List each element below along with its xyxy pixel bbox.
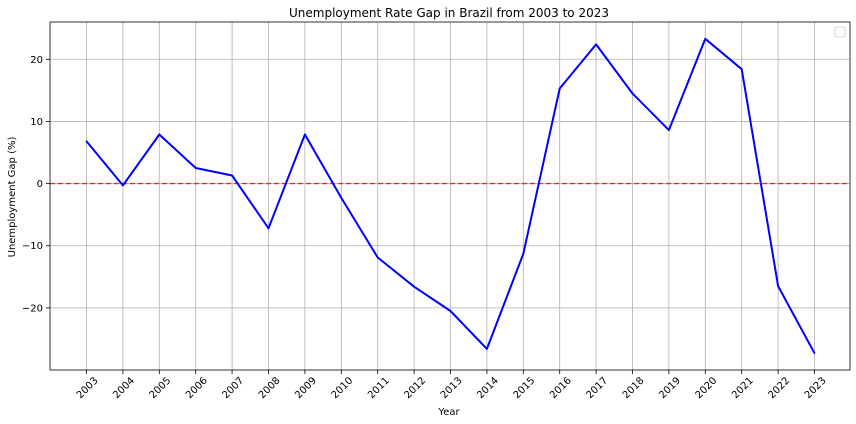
y-tick-label-0: 0 bbox=[37, 179, 43, 190]
data-point-2008 bbox=[267, 227, 270, 230]
data-point-2019 bbox=[668, 129, 670, 131]
y-tick-label-10: 10 bbox=[30, 117, 43, 128]
chart-title: Unemployment Rate Gap in Brazil from 200… bbox=[289, 6, 609, 20]
data-point-2012 bbox=[413, 285, 415, 288]
series-layer bbox=[85, 37, 816, 355]
data-point-2016 bbox=[558, 87, 561, 90]
data-point-2023 bbox=[813, 352, 816, 355]
data-point-2003 bbox=[85, 140, 88, 143]
data-point-2011 bbox=[376, 256, 379, 259]
y-axis-title: Unemployment Gap (%) bbox=[7, 137, 18, 258]
data-point-2014 bbox=[486, 348, 488, 350]
y-tick-label--20: −20 bbox=[22, 303, 43, 314]
data-point-2020 bbox=[704, 37, 707, 40]
data-point-2021 bbox=[740, 68, 743, 71]
data-point-2004 bbox=[122, 184, 124, 187]
plot-frame bbox=[49, 21, 851, 371]
data-point-2009 bbox=[304, 133, 306, 136]
data-point-2015 bbox=[522, 252, 525, 255]
x-axis-title: Year bbox=[437, 407, 460, 418]
data-point-2013 bbox=[449, 310, 452, 312]
data-point-2005 bbox=[158, 133, 161, 136]
data-point-2006 bbox=[194, 167, 197, 169]
data-point-2018 bbox=[631, 92, 634, 95]
data-point-2010 bbox=[340, 197, 343, 199]
y-tick-label--10: −10 bbox=[22, 241, 43, 252]
y-tick-label-20: 20 bbox=[30, 55, 43, 66]
legend-box bbox=[834, 26, 846, 38]
grid bbox=[50, 22, 850, 370]
y-axis-ticks: −20 −10 0 10 20 bbox=[22, 55, 50, 314]
data-point-2007 bbox=[231, 174, 233, 177]
data-point-2022 bbox=[777, 285, 779, 287]
data-point-2017 bbox=[595, 43, 597, 46]
